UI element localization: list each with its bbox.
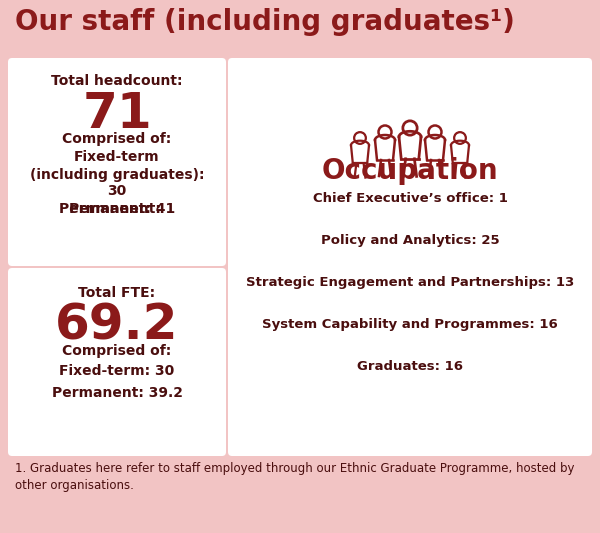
Text: Fixed-term
(including graduates):: Fixed-term (including graduates): xyxy=(30,150,204,182)
Text: Chief Executive’s office: 1: Chief Executive’s office: 1 xyxy=(313,192,508,205)
Text: 30: 30 xyxy=(107,184,127,198)
Text: Policy and Analytics: 25: Policy and Analytics: 25 xyxy=(320,234,499,247)
Text: Total headcount:: Total headcount: xyxy=(51,74,183,88)
Text: Fixed-term: 30: Fixed-term: 30 xyxy=(59,364,175,378)
Text: 71: 71 xyxy=(82,90,152,138)
FancyBboxPatch shape xyxy=(8,58,226,266)
Text: Occupation: Occupation xyxy=(322,157,499,185)
Text: Strategic Engagement and Partnerships: 13: Strategic Engagement and Partnerships: 1… xyxy=(246,276,574,289)
Text: Permanent: 41: Permanent: 41 xyxy=(59,202,175,216)
FancyBboxPatch shape xyxy=(228,58,592,456)
Text: 69.2: 69.2 xyxy=(55,302,179,350)
Text: Our staff (including graduates¹): Our staff (including graduates¹) xyxy=(15,8,515,36)
Text: Total FTE:: Total FTE: xyxy=(79,286,155,300)
Text: Graduates: 16: Graduates: 16 xyxy=(357,360,463,373)
Text: 1. Graduates here refer to staff employed through our Ethnic Graduate Programme,: 1. Graduates here refer to staff employe… xyxy=(15,462,575,492)
Text: Comprised of:: Comprised of: xyxy=(62,132,172,146)
FancyBboxPatch shape xyxy=(8,268,226,456)
Text: Permanent:: Permanent: xyxy=(68,202,166,216)
Text: System Capability and Programmes: 16: System Capability and Programmes: 16 xyxy=(262,318,558,331)
Text: Comprised of:: Comprised of: xyxy=(62,344,172,358)
Text: Permanent: 39.2: Permanent: 39.2 xyxy=(52,386,182,400)
